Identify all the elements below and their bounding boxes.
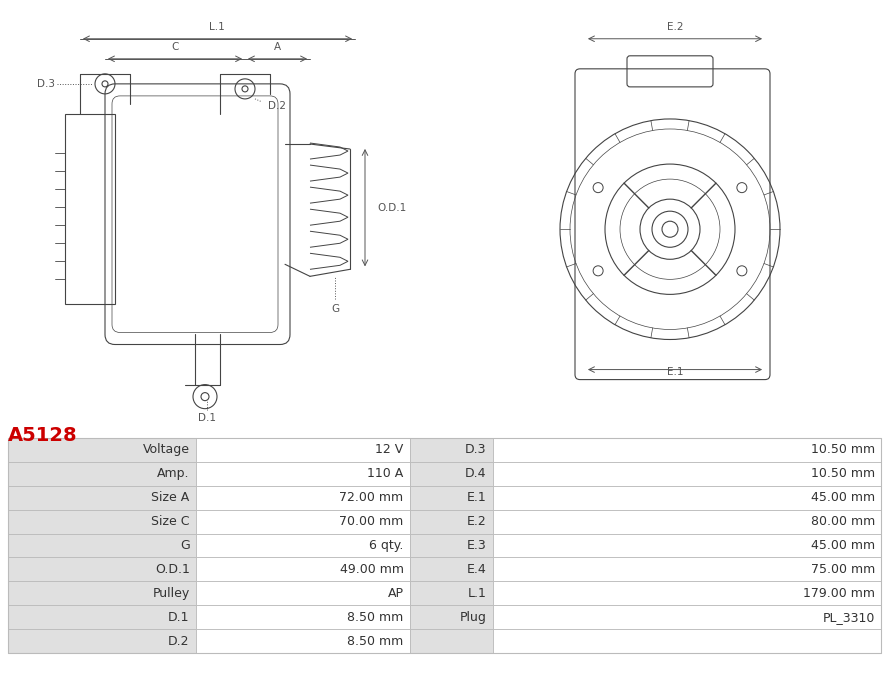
Bar [410, 606, 493, 630]
Bar [410, 582, 493, 606]
Text: AP: AP [388, 587, 404, 600]
Bar [196, 510, 410, 534]
Text: D.2: D.2 [168, 635, 189, 647]
Text: A: A [274, 42, 281, 52]
Text: 70.00 mm: 70.00 mm [340, 515, 404, 528]
Text: A5128: A5128 [8, 426, 77, 445]
Bar [493, 438, 881, 462]
Bar [196, 438, 410, 462]
Text: E.4: E.4 [467, 563, 486, 576]
Bar [8, 582, 196, 606]
Bar [410, 438, 493, 462]
Text: Amp.: Amp. [157, 467, 189, 480]
Bar [493, 462, 881, 486]
Text: Pulley: Pulley [152, 587, 189, 600]
Text: 10.50 mm: 10.50 mm [811, 443, 875, 456]
Bar [410, 510, 493, 534]
Text: G: G [331, 304, 339, 314]
Text: Plug: Plug [460, 611, 486, 624]
Text: D.2: D.2 [268, 101, 286, 111]
Text: 45.00 mm: 45.00 mm [811, 539, 875, 552]
Text: E.1: E.1 [467, 491, 486, 504]
Bar [410, 534, 493, 558]
Bar [493, 486, 881, 510]
Text: 45.00 mm: 45.00 mm [811, 491, 875, 504]
Text: 179.00 mm: 179.00 mm [803, 587, 875, 600]
Text: D.3: D.3 [37, 79, 55, 89]
Text: Size C: Size C [151, 515, 189, 528]
Bar [196, 630, 410, 653]
Text: E.2: E.2 [667, 22, 684, 32]
Text: 8.50 mm: 8.50 mm [348, 635, 404, 647]
Bar [410, 630, 493, 653]
Bar [493, 510, 881, 534]
Bar [8, 510, 196, 534]
Text: 6 qty.: 6 qty. [369, 539, 404, 552]
Bar [410, 558, 493, 582]
Bar [493, 558, 881, 582]
Bar [410, 462, 493, 486]
Bar [196, 558, 410, 582]
Text: 110 A: 110 A [367, 467, 404, 480]
Text: 10.50 mm: 10.50 mm [811, 467, 875, 480]
Bar [196, 534, 410, 558]
Text: 72.00 mm: 72.00 mm [340, 491, 404, 504]
Bar [196, 606, 410, 630]
Text: 80.00 mm: 80.00 mm [811, 515, 875, 528]
Bar [8, 486, 196, 510]
Bar [8, 534, 196, 558]
Text: L.1: L.1 [468, 587, 486, 600]
Text: C: C [172, 42, 179, 52]
Bar [493, 582, 881, 606]
Bar [493, 630, 881, 653]
Bar [493, 606, 881, 630]
Text: Voltage: Voltage [143, 443, 189, 456]
Text: PL_3310: PL_3310 [822, 611, 875, 624]
Text: O.D.1: O.D.1 [155, 563, 189, 576]
Bar [8, 558, 196, 582]
Text: 8.50 mm: 8.50 mm [348, 611, 404, 624]
Bar [8, 462, 196, 486]
Text: D.1: D.1 [198, 412, 216, 423]
Text: L.1: L.1 [209, 22, 225, 32]
Text: E.1: E.1 [667, 366, 684, 377]
Bar [196, 462, 410, 486]
Text: D.4: D.4 [465, 467, 486, 480]
Bar [493, 534, 881, 558]
Bar [8, 438, 881, 653]
Text: D.3: D.3 [465, 443, 486, 456]
Text: 75.00 mm: 75.00 mm [811, 563, 875, 576]
Text: G: G [180, 539, 189, 552]
Text: O.D.1: O.D.1 [377, 203, 406, 212]
Text: D.1: D.1 [168, 611, 189, 624]
Bar [410, 486, 493, 510]
Text: E.3: E.3 [467, 539, 486, 552]
Bar [8, 606, 196, 630]
Bar [196, 486, 410, 510]
Text: Size A: Size A [151, 491, 189, 504]
Text: 12 V: 12 V [375, 443, 404, 456]
Bar [196, 582, 410, 606]
Bar [8, 438, 196, 462]
Text: 49.00 mm: 49.00 mm [340, 563, 404, 576]
Bar [8, 630, 196, 653]
Text: E.2: E.2 [467, 515, 486, 528]
